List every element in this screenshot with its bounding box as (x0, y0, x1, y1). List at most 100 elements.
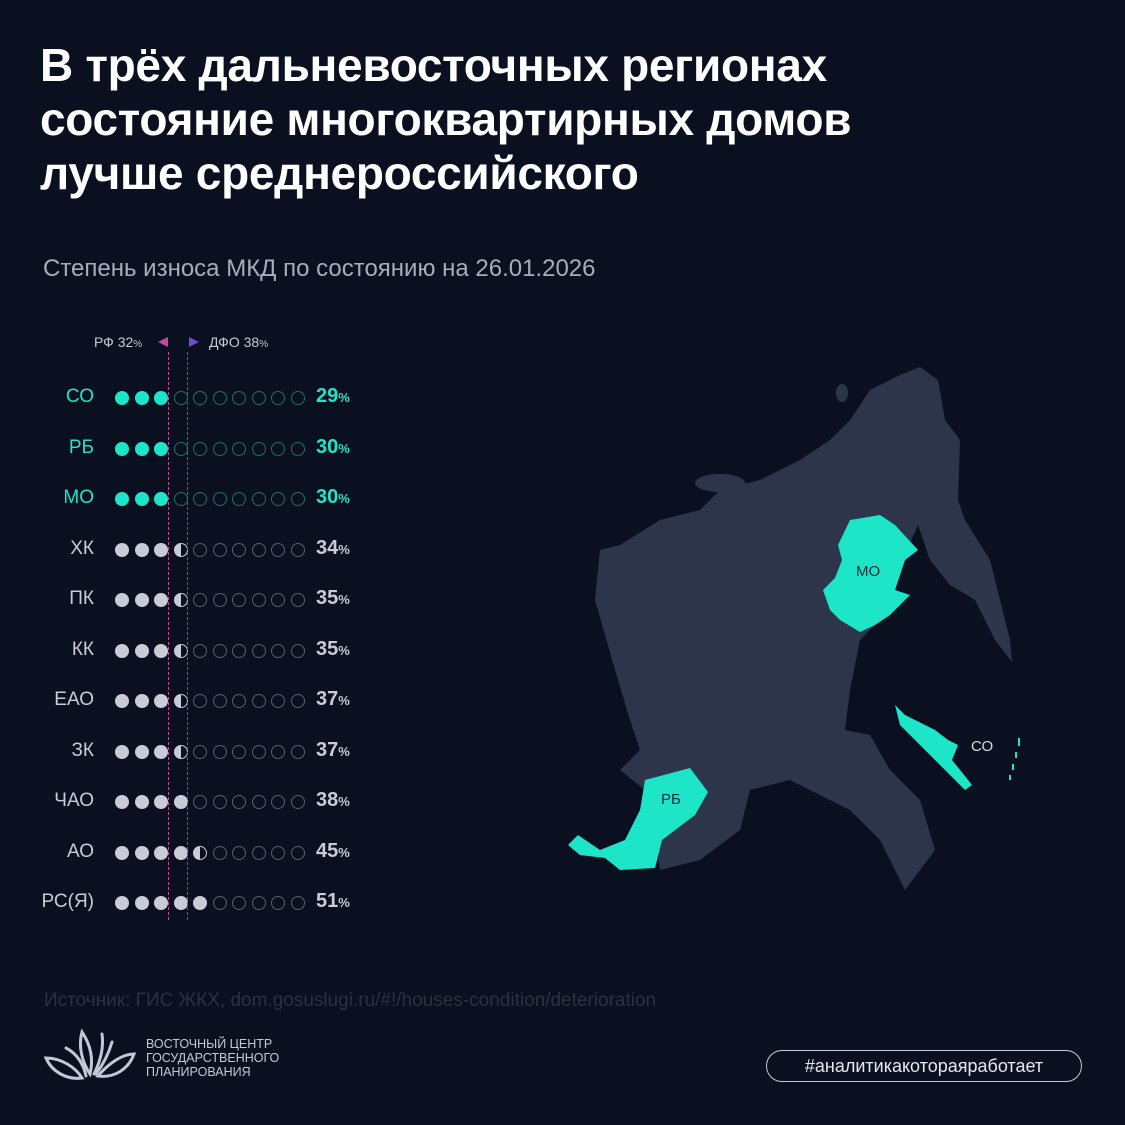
dot-empty (232, 896, 246, 910)
dot-empty (251, 643, 266, 658)
map-kuril-islands (1009, 738, 1020, 780)
dot-filled (193, 896, 207, 910)
dot-filled (115, 391, 129, 405)
value-unit: % (338, 743, 350, 759)
dot-filled (173, 795, 188, 809)
dot-empty (232, 441, 246, 456)
dot-empty (290, 845, 305, 860)
row-value: 34% (316, 537, 350, 560)
dot-empty (271, 795, 285, 809)
org-line: ГОСУДАРСТВЕННОГО (146, 1051, 280, 1065)
dot-empty (251, 744, 266, 759)
map-label-so: СО (971, 738, 994, 755)
row-label: ЕАО (54, 689, 94, 710)
dot-filled (115, 593, 129, 607)
lotus-logo-icon (43, 1028, 137, 1080)
dot-empty (290, 744, 305, 759)
dot-filled (134, 593, 149, 607)
dot-empty (212, 845, 227, 860)
value-number: 38 (316, 789, 339, 811)
dot-empty (290, 441, 305, 456)
map-region-rb (568, 768, 708, 870)
dot-empty (251, 795, 266, 809)
value-number: 37 (316, 688, 339, 710)
dot-filled (154, 694, 168, 708)
dot-half (193, 845, 207, 860)
value-unit: % (338, 794, 350, 809)
dot-filled (154, 542, 168, 557)
value-number: 37 (316, 738, 339, 761)
title-line: состояние многоквартирных домов (40, 93, 852, 145)
map-land (595, 367, 1012, 890)
organization-name: ВОСТОЧНЫЙ ЦЕНТР ГОСУДАРСТВЕННОГО ПЛАНИРО… (146, 1037, 279, 1079)
dot-empty (271, 492, 285, 506)
dot-filled (154, 744, 168, 759)
dot-empty (271, 593, 285, 607)
org-line: ВОСТОЧНЫЙ ЦЕНТР (146, 1037, 273, 1051)
dot-empty (232, 542, 246, 557)
chart-row: КК 35% (0, 638, 380, 663)
dot-empty (290, 492, 305, 506)
dot-empty (251, 896, 266, 910)
value-number: 51 (316, 890, 339, 912)
dot-empty (290, 643, 305, 658)
dot-empty (212, 795, 227, 809)
row-label: МО (63, 487, 94, 508)
dot-empty (212, 542, 227, 557)
page-title: В трёх дальневосточных регионах состояни… (40, 38, 852, 200)
map-label-rb: РБ (661, 791, 681, 808)
chart-row: СО 29% (0, 385, 380, 410)
dot-filled (154, 643, 168, 658)
value-unit: % (338, 491, 350, 506)
dot-empty (290, 896, 305, 910)
dot-filled (154, 845, 168, 860)
chart-row: ПК 35% (0, 587, 380, 612)
value-unit: % (338, 844, 350, 860)
row-value: 45% (316, 840, 350, 863)
dot-empty (251, 441, 266, 456)
chart-row: ЧАО 38% (0, 789, 380, 814)
dot-empty (290, 694, 305, 708)
dot-filled (134, 492, 149, 506)
row-value: 30% (316, 436, 350, 459)
dot-empty (212, 643, 227, 658)
dot-filled (134, 744, 149, 759)
dot-filled (115, 542, 129, 557)
hashtag-badge: #аналитикакотораяработает (766, 1050, 1082, 1082)
dot-filled (154, 441, 168, 456)
dot-empty (251, 542, 266, 557)
row-label: РБ (68, 436, 94, 458)
dot-filled (154, 896, 168, 910)
dot-filled (115, 845, 129, 860)
dot-empty (232, 593, 246, 607)
row-label: ЧАО (54, 790, 94, 811)
dot-filled (115, 694, 129, 708)
dot-filled (115, 441, 129, 456)
dot-empty (271, 391, 285, 405)
dot-empty (212, 593, 227, 607)
chart-row: АО 45% (0, 840, 380, 865)
chart-row: РБ 30% (0, 436, 380, 461)
dot-empty (251, 845, 266, 860)
dot-empty (193, 391, 207, 405)
rf-average-line (168, 352, 169, 920)
dot-filled (134, 542, 149, 557)
dot-empty (212, 492, 227, 506)
dot-filled (134, 694, 149, 708)
dot-empty (271, 643, 285, 658)
dot-empty (212, 441, 227, 456)
value-unit: % (338, 592, 350, 607)
dot-empty (193, 441, 207, 456)
title-line: лучше среднероссийского (40, 147, 639, 199)
dot-filled (115, 492, 129, 506)
dot-filled (134, 845, 149, 860)
dot-filled (115, 643, 129, 658)
source-note: Источник: ГИС ЖКХ, dom.gosuslugi.ru/#!/h… (44, 990, 657, 1011)
dot-empty (271, 542, 285, 557)
dot-empty (290, 542, 305, 557)
dot-empty (290, 593, 305, 607)
dot-filled (115, 896, 129, 910)
row-label: ХК (70, 537, 94, 559)
dot-empty (251, 593, 266, 607)
